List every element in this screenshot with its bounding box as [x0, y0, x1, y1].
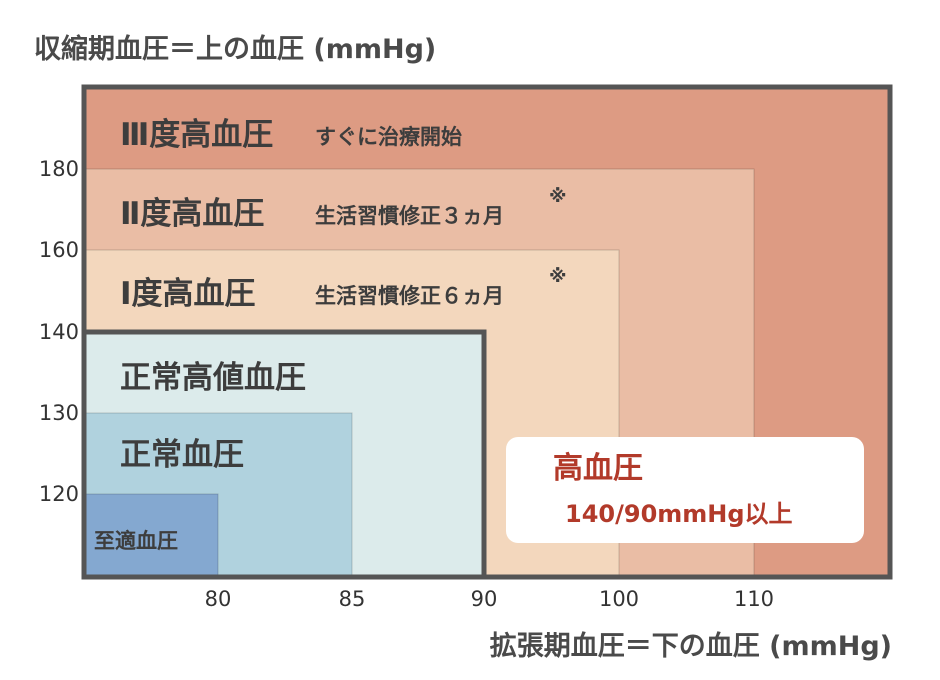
zone-note-3: 生活習慣修正６ヵ月	[315, 284, 504, 308]
zone-note-1: すぐに治療開始	[315, 125, 462, 149]
zone-label-6: 至適血圧	[94, 529, 178, 553]
callout-box	[506, 437, 864, 543]
y-tick-160: 160	[39, 238, 79, 262]
y-axis-title: 収縮期血圧＝上の血圧 (mmHg)	[34, 33, 436, 65]
zone-label-4: 正常高値血圧	[120, 360, 306, 396]
y-tick-130: 130	[39, 401, 79, 425]
zone-note-2: 生活習慣修正３ヵ月	[315, 204, 504, 228]
y-tick-180: 180	[39, 157, 79, 181]
callout-title: 高血圧	[553, 451, 643, 486]
zone-label-5: 正常血圧	[120, 437, 244, 473]
y-tick-140: 140	[39, 320, 79, 344]
zone-label-2: Ⅱ度高血圧	[120, 196, 264, 232]
x-tick-100: 100	[599, 587, 639, 611]
x-tick-90: 90	[471, 587, 498, 611]
x-axis-title: 拡張期血圧＝下の血圧 (mmHg)	[490, 631, 892, 662]
y-tick-120: 120	[39, 482, 79, 506]
hypertension-threshold-line	[84, 329, 487, 577]
zone-label-1: Ⅲ度高血圧	[120, 117, 273, 153]
zone-labels-layer: Ⅲ度高血圧 すぐに治療開始 Ⅱ度高血圧 生活習慣修正３ヵ月 ※ Ⅰ度高血圧 生活習慣修正６ヵ…	[94, 117, 567, 553]
x-tick-85: 85	[339, 587, 366, 611]
callout-text: 140/90mmHg以上	[565, 500, 793, 528]
hypertension-callout: 高血圧 140/90mmHg以上	[506, 437, 864, 543]
x-tick-110: 110	[734, 587, 774, 611]
zone-label-3: Ⅰ度高血圧	[120, 276, 256, 312]
zone-note-mark-3: ※	[549, 266, 567, 287]
tick-labels-layer: 80 85 90 100 110 120 130 140 160 180	[39, 157, 774, 611]
zone-note-mark-2: ※	[549, 186, 567, 207]
x-tick-80: 80	[205, 587, 232, 611]
